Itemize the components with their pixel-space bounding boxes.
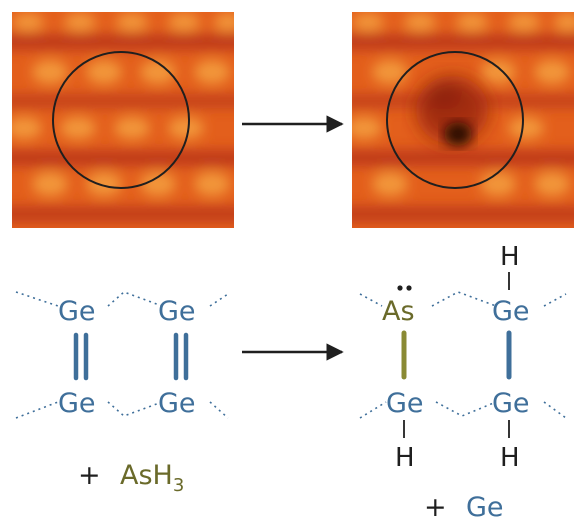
h-atom-bottom-left: H bbox=[395, 443, 415, 473]
ge-dimer-structure: Ge Ge Ge Ge bbox=[15, 291, 229, 419]
product-germanium: Ge bbox=[466, 492, 504, 523]
ge-atom-top-right: Ge bbox=[158, 296, 196, 327]
h-atom-top-right: H bbox=[500, 242, 520, 272]
ge-atom-top-right: Ge bbox=[492, 296, 530, 327]
ge-atom-top-left: Ge bbox=[58, 296, 96, 327]
ge-atom-bottom-right: Ge bbox=[158, 388, 196, 419]
ge-atom-bottom-right: Ge bbox=[492, 388, 530, 419]
ge-atom-bottom-left: Ge bbox=[58, 388, 96, 419]
stm-before bbox=[12, 12, 234, 228]
reagent-arsine: AsH3 bbox=[120, 460, 184, 496]
product-plus: + bbox=[424, 492, 447, 523]
ge-atom-bottom-left: Ge bbox=[386, 388, 424, 419]
reagent-plus: + bbox=[78, 460, 101, 491]
product-structure: As Ge Ge Ge H H H bbox=[359, 242, 567, 473]
stm-after bbox=[352, 12, 574, 228]
as-atom: As bbox=[382, 296, 415, 327]
h-atom-bottom-right: H bbox=[500, 443, 520, 473]
